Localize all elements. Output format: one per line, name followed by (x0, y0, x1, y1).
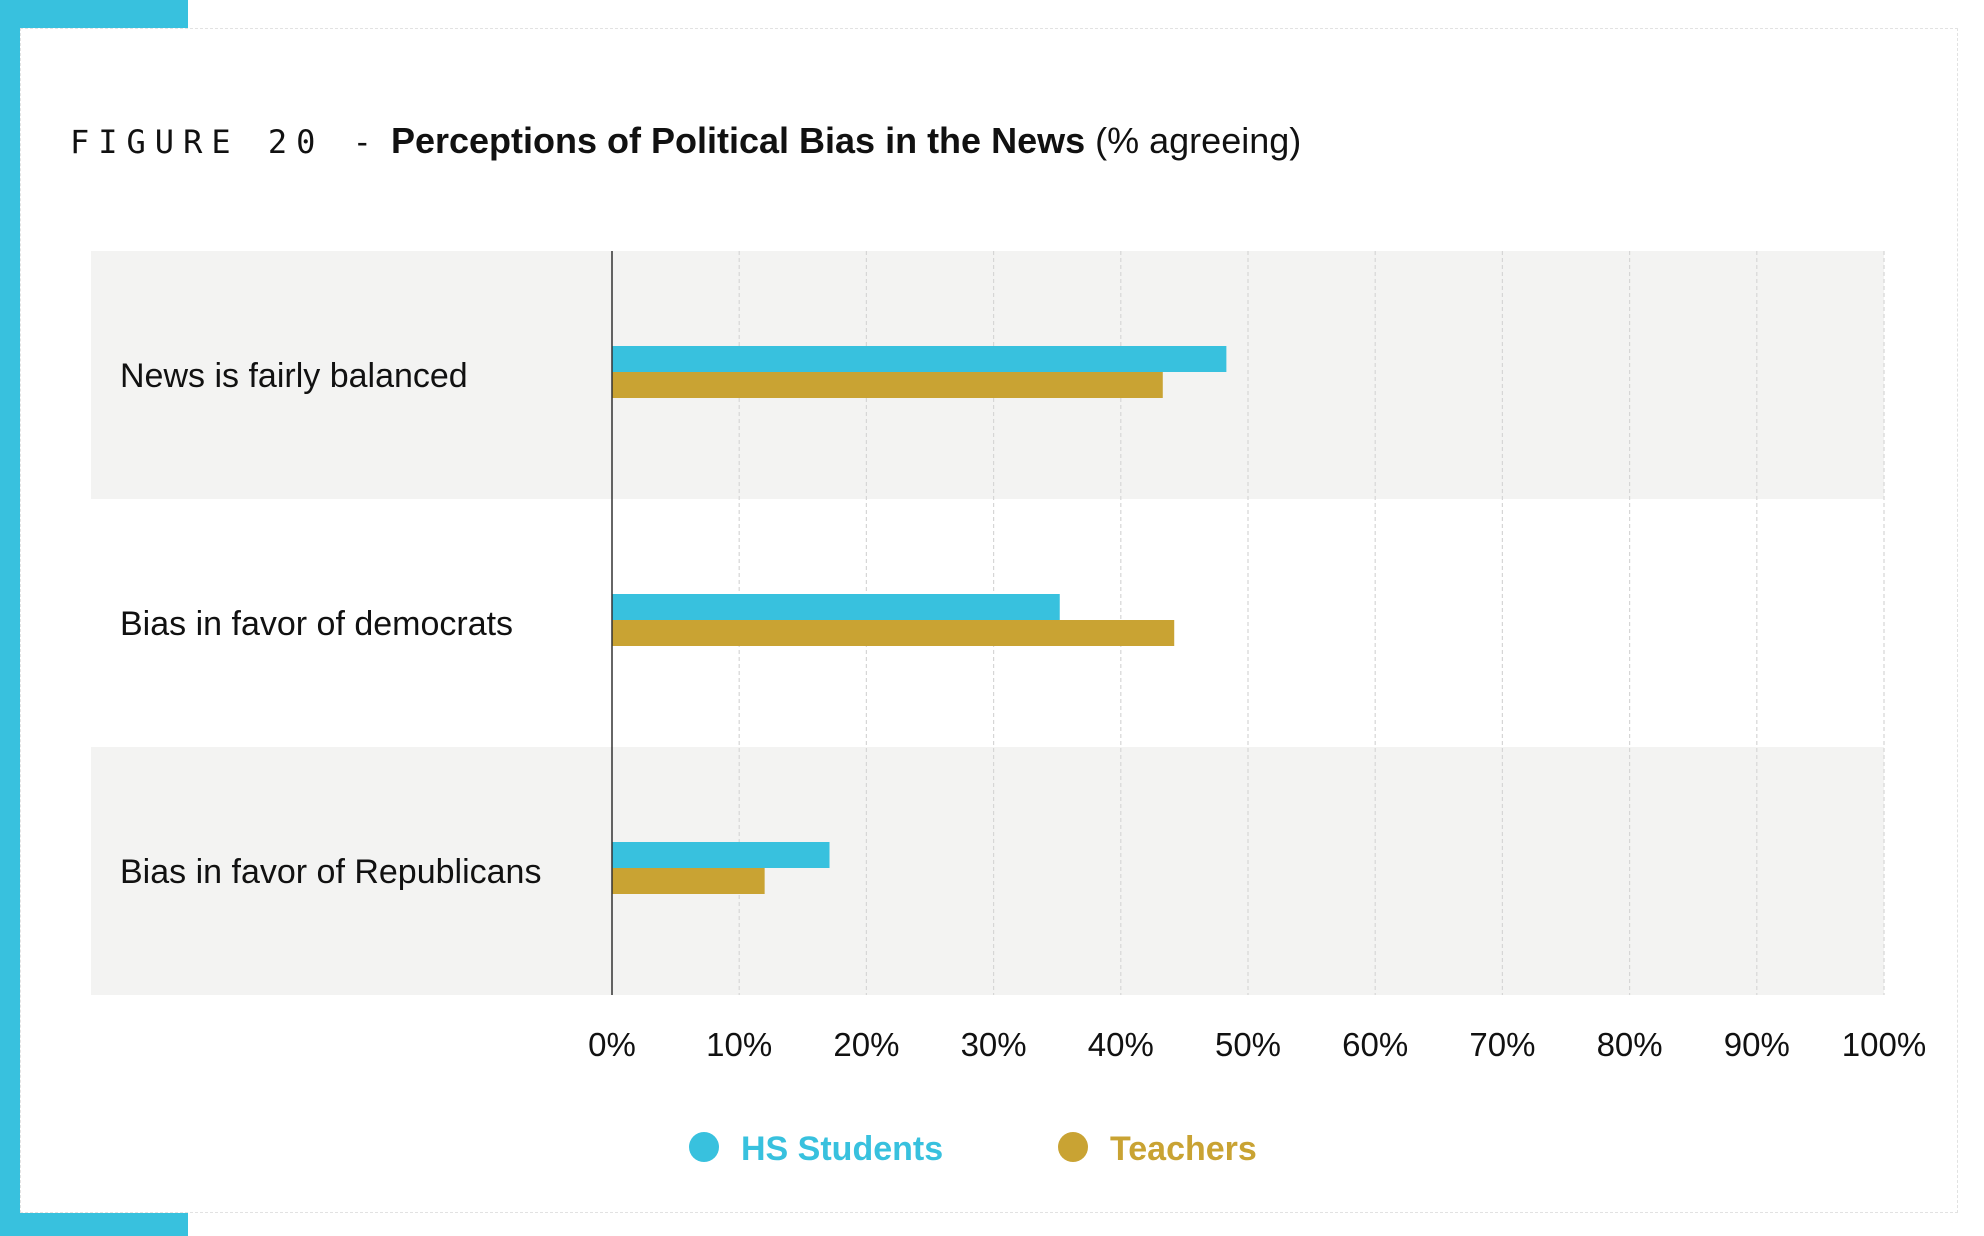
category-label: News is fairly balanced (120, 357, 468, 395)
x-tick-label: 30% (961, 1026, 1027, 1063)
x-tick-label: 70% (1469, 1026, 1535, 1063)
bar-teachers (612, 868, 765, 894)
category-label: Bias in favor of Republicans (120, 853, 541, 891)
x-tick-label: 60% (1342, 1026, 1408, 1063)
legend-dot-icon (1058, 1132, 1088, 1162)
figure-title-main: Perceptions of Political Bias in the New… (390, 120, 1086, 161)
figure-number: FIGURE 20 - (70, 123, 381, 161)
figure-title: FIGURE 20 - Perceptions of Political Bia… (70, 120, 1301, 162)
legend-label: Teachers (1110, 1130, 1257, 1168)
x-tick-label: 40% (1088, 1026, 1154, 1063)
x-tick-label: 0% (588, 1026, 636, 1063)
legend-label: HS Students (741, 1130, 943, 1168)
x-tick-label: 50% (1215, 1026, 1281, 1063)
x-tick-label: 80% (1597, 1026, 1663, 1063)
bar-hs-students (612, 346, 1227, 372)
legend-dot-icon (689, 1132, 719, 1162)
x-tick-label: 20% (833, 1026, 899, 1063)
bar-hs-students (612, 594, 1060, 620)
x-tick-label: 100% (1842, 1026, 1926, 1063)
category-label: Bias in favor of democrats (120, 605, 513, 643)
figure-title-suffix: (% agreeing) (1095, 120, 1302, 161)
bar-teachers (612, 372, 1163, 398)
x-tick-label: 10% (706, 1026, 772, 1063)
accent-bar-left (0, 0, 20, 1236)
bar-hs-students (612, 842, 830, 868)
x-tick-label: 90% (1724, 1026, 1790, 1063)
bar-teachers (612, 620, 1175, 646)
row-band (91, 747, 1884, 995)
accent-bar-top (0, 0, 188, 28)
